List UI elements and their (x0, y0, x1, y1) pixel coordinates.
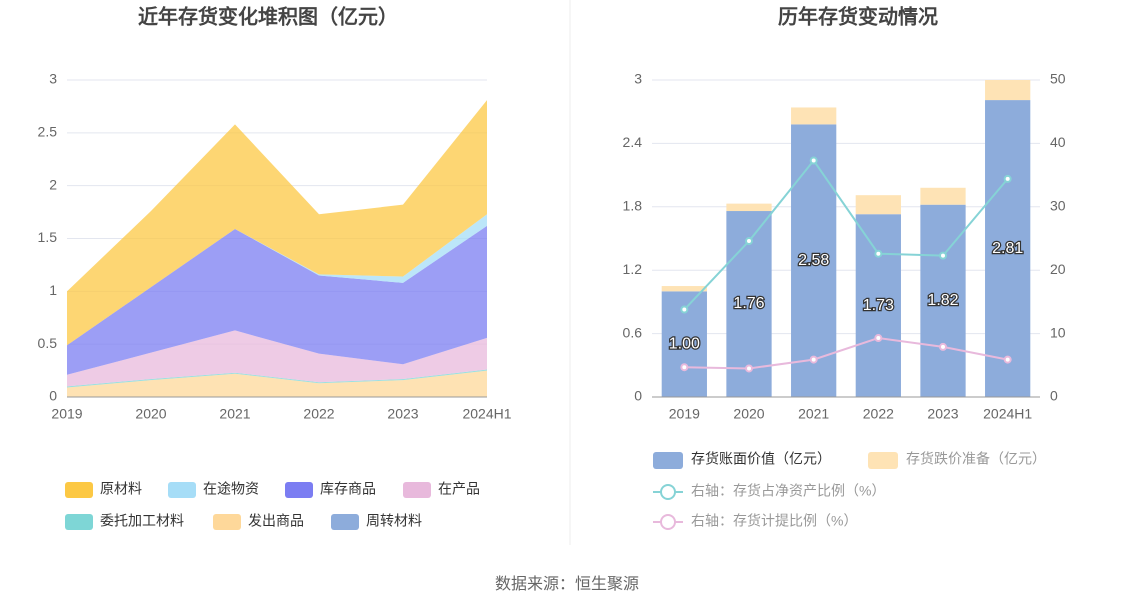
y-tick-label: 0 (634, 388, 642, 404)
point (809, 355, 818, 364)
x-tick-label: 2019 (51, 406, 82, 422)
y-tick-label: 3 (49, 71, 57, 87)
legend-label: 发出商品 (248, 513, 304, 529)
area (67, 100, 487, 346)
line (684, 337, 1008, 370)
area (67, 330, 487, 387)
x-tick-label: 2020 (733, 406, 764, 422)
legend-label: 委托加工材料 (100, 513, 184, 529)
chart-title: 近年存货变化堆积图（亿元） (138, 4, 398, 28)
y-tick-label: 1 (49, 282, 57, 298)
point (745, 364, 753, 373)
point (745, 237, 753, 246)
y-tick-label: 1.2 (623, 261, 643, 277)
x-tick-label: 2023 (387, 406, 418, 422)
legend-marker (660, 514, 676, 530)
legend-label: 右轴：存货占净资产比例（%） (691, 483, 885, 499)
area (67, 225, 487, 375)
legend-swatch (285, 482, 313, 498)
y-tick-label: 2 (49, 176, 57, 192)
legend-label: 库存商品 (320, 481, 376, 497)
bar (855, 195, 901, 215)
point (680, 305, 689, 314)
y-tick-label: 0.5 (38, 335, 58, 351)
y-tick-label: 20 (1050, 261, 1066, 277)
legend-swatch (168, 482, 196, 498)
bar (726, 203, 772, 212)
x-tick-label: 2019 (669, 406, 700, 422)
source: 数据来源：恒生聚源 (495, 575, 639, 593)
data-label: 2.58 (798, 252, 829, 269)
bar (985, 80, 1031, 101)
point (680, 363, 689, 372)
legend-label: 存货跌价准备（亿元） (906, 451, 1046, 467)
bar (791, 107, 837, 125)
area (67, 214, 487, 346)
legend-label: 原材料 (100, 481, 142, 497)
legend-label: 在途物资 (203, 481, 259, 497)
y-tick-label: 1.5 (38, 229, 58, 245)
data-label: 1.76 (733, 295, 764, 312)
x-tick-label: 2024H1 (462, 406, 511, 422)
bar (661, 286, 707, 292)
point (874, 249, 883, 258)
data-label: 1.82 (927, 292, 958, 309)
legend-label: 在产品 (438, 481, 480, 497)
area (67, 369, 487, 388)
y-tick-label: 2.4 (623, 134, 643, 150)
y-tick-label: 40 (1050, 134, 1066, 150)
x-tick-label: 2020 (135, 406, 166, 422)
y-tick-label: 0.6 (623, 324, 643, 340)
point (809, 156, 818, 165)
legend-swatch (65, 514, 93, 530)
y-tick-label: 0 (49, 388, 57, 404)
x-tick-label: 2022 (863, 406, 894, 422)
legend-swatch (331, 514, 359, 530)
y-tick-label: 50 (1050, 71, 1066, 87)
chart-title: 历年存货变动情况 (778, 4, 938, 28)
x-tick-label: 2024H1 (983, 406, 1032, 422)
data-label: 1.73 (863, 297, 894, 314)
point (874, 334, 883, 343)
legend-marker (660, 484, 676, 500)
legend-swatch (65, 482, 93, 498)
y-tick-label: 3 (634, 71, 642, 87)
legend-label: 右轴：存货计提比例（%） (691, 513, 857, 529)
point (1003, 355, 1012, 364)
area (67, 370, 487, 397)
legend-swatch (868, 452, 898, 469)
bar (791, 124, 837, 397)
x-tick-label: 2021 (219, 406, 250, 422)
x-tick-label: 2022 (303, 406, 334, 422)
legend-swatch (653, 452, 683, 469)
x-tick-label: 2021 (798, 406, 829, 422)
data-label: 2.81 (992, 240, 1023, 257)
bar (920, 187, 966, 205)
point (939, 342, 947, 351)
point (1003, 174, 1012, 183)
bar (855, 214, 901, 397)
y-tick-label: 30 (1050, 198, 1066, 214)
legend-label: 周转材料 (366, 513, 422, 529)
x-tick-label: 2023 (927, 406, 958, 422)
data-label: 1.00 (669, 335, 700, 352)
y-tick-label: 0 (1050, 388, 1058, 404)
y-tick-label: 1.8 (623, 198, 643, 214)
line (683, 158, 1009, 311)
y-tick-label: 2.5 (38, 124, 58, 140)
bar (985, 100, 1031, 398)
legend-swatch (213, 514, 241, 530)
legend-label: 存货账面价值（亿元） (691, 451, 831, 467)
y-tick-label: 10 (1050, 324, 1066, 340)
legend-swatch (403, 482, 431, 498)
point (939, 251, 947, 260)
